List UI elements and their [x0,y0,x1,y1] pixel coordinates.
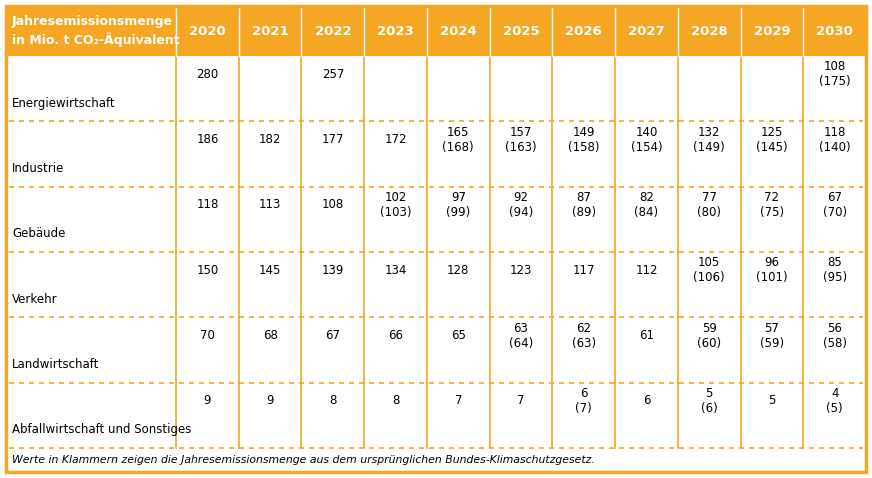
Text: 117: 117 [573,264,595,277]
Text: 132
(149): 132 (149) [693,126,725,153]
Text: 4
(5): 4 (5) [827,387,843,415]
Text: 67: 67 [325,329,340,342]
Text: 2025: 2025 [502,24,539,37]
Text: 63
(64): 63 (64) [509,322,533,349]
Text: 96
(101): 96 (101) [756,256,787,284]
Text: 257: 257 [322,68,344,81]
Text: 134: 134 [385,264,406,277]
Text: 82
(84): 82 (84) [635,191,658,219]
Text: 2030: 2030 [816,24,853,37]
Text: 68: 68 [262,329,277,342]
Text: 7: 7 [454,394,462,407]
Text: 57
(59): 57 (59) [760,322,784,349]
Text: 145: 145 [259,264,282,277]
Text: Energiewirtschaft: Energiewirtschaft [12,97,116,109]
Text: 70: 70 [200,329,215,342]
Text: 2029: 2029 [753,24,790,37]
Text: 62
(63): 62 (63) [572,322,596,349]
Text: 2028: 2028 [691,24,727,37]
Text: 123: 123 [510,264,532,277]
Text: 8: 8 [329,394,337,407]
Text: 56
(58): 56 (58) [822,322,847,349]
Text: Landwirtschaft: Landwirtschaft [12,358,99,371]
Bar [6,6,866,56]
Text: 97
(99): 97 (99) [446,191,470,219]
Text: 105
(106): 105 (106) [693,256,725,284]
Text: 102
(103): 102 (103) [380,191,412,219]
Text: 157
(163): 157 (163) [505,126,537,153]
Text: 2027: 2027 [628,24,664,37]
Text: 149
(158): 149 (158) [568,126,599,153]
Text: 6: 6 [643,394,651,407]
Text: 72
(75): 72 (75) [760,191,784,219]
Text: 128: 128 [447,264,469,277]
Text: Industrie: Industrie [12,162,65,175]
Text: 92
(94): 92 (94) [509,191,533,219]
Text: 9: 9 [204,394,211,407]
Text: 108
(175): 108 (175) [819,60,850,88]
Text: 118: 118 [196,198,219,211]
Text: 2020: 2020 [189,24,226,37]
Text: 150: 150 [196,264,219,277]
Text: 7: 7 [517,394,525,407]
Text: 2021: 2021 [252,24,289,37]
Text: 2023: 2023 [378,24,414,37]
Text: 87
(89): 87 (89) [572,191,596,219]
Text: 5
(6): 5 (6) [701,387,718,415]
Text: Werte in Klammern zeigen die Jahresemissionsmenge aus dem ursprünglichen Bundes-: Werte in Klammern zeigen die Jahresemiss… [12,455,595,465]
Text: 177: 177 [322,133,344,146]
Text: 9: 9 [266,394,274,407]
Text: 5: 5 [768,394,775,407]
Text: 77
(80): 77 (80) [698,191,721,219]
Text: Abfallwirtschaft und Sonstiges: Abfallwirtschaft und Sonstiges [12,423,191,436]
Bar [6,56,866,448]
Text: 6
(7): 6 (7) [576,387,592,415]
Text: 85
(95): 85 (95) [822,256,847,284]
Text: 125
(145): 125 (145) [756,126,787,153]
Text: 67
(70): 67 (70) [822,191,847,219]
Text: 61: 61 [639,329,654,342]
Text: 280: 280 [196,68,219,81]
Text: 186: 186 [196,133,219,146]
Text: 139: 139 [322,264,344,277]
Text: 8: 8 [392,394,399,407]
Text: 113: 113 [259,198,282,211]
Text: 66: 66 [388,329,403,342]
Text: 108: 108 [322,198,344,211]
Text: 2026: 2026 [565,24,602,37]
Text: 112: 112 [635,264,657,277]
Text: 59
(60): 59 (60) [697,322,721,349]
Text: 140
(154): 140 (154) [630,126,662,153]
Text: Gebäude: Gebäude [12,227,65,240]
Text: 65: 65 [451,329,466,342]
Text: 2024: 2024 [439,24,477,37]
Text: 182: 182 [259,133,282,146]
Text: Jahresemissionsmenge
in Mio. t CO₂-Äquivalent: Jahresemissionsmenge in Mio. t CO₂-Äquiv… [12,15,180,47]
Text: 172: 172 [385,133,407,146]
Text: 165
(168): 165 (168) [442,126,474,153]
Text: Verkehr: Verkehr [12,293,58,305]
Text: 118
(140): 118 (140) [819,126,850,153]
Text: 2022: 2022 [315,24,351,37]
